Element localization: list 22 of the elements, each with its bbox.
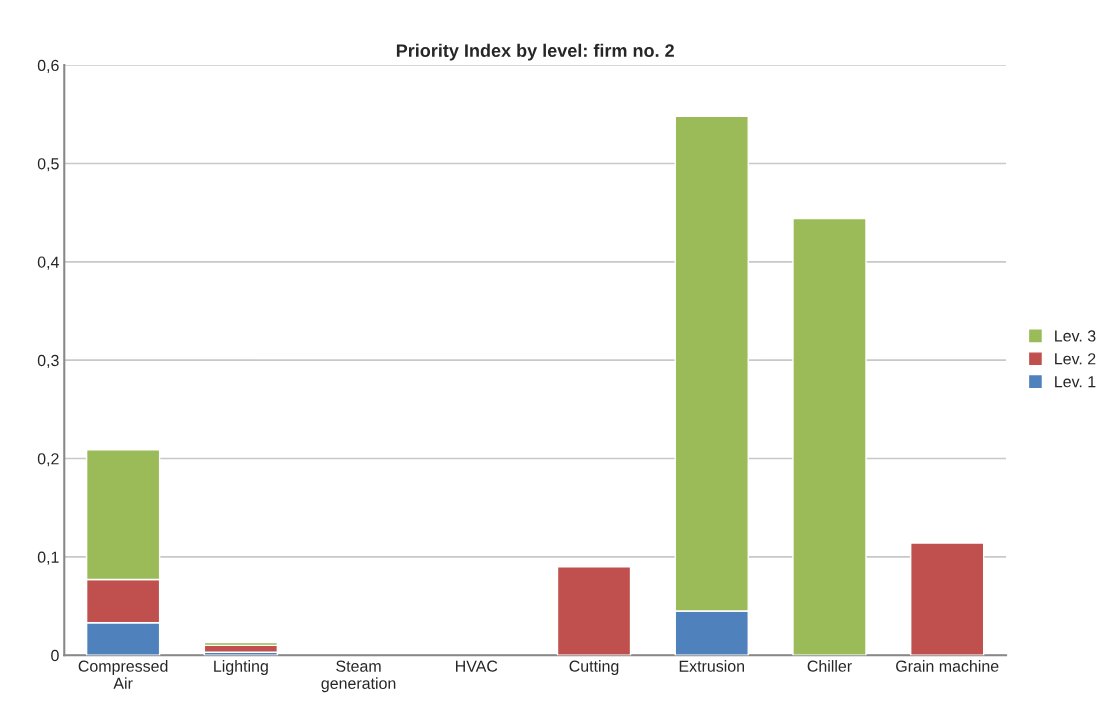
bar xyxy=(792,217,867,656)
x-tick-label: Cutting xyxy=(569,660,619,675)
chart-title: Priority Index by level: firm no. 2 xyxy=(396,43,674,61)
x-tick-label: Steam generation xyxy=(321,660,396,693)
bar xyxy=(556,566,632,656)
y-tick-label: 0,4 xyxy=(37,256,59,270)
y-tick-label: 0,2 xyxy=(37,453,59,467)
x-tick-label: HVAC xyxy=(456,660,498,672)
legend-label: Lev. 2 xyxy=(1055,353,1096,365)
y-tick-label: 0,3 xyxy=(37,354,59,369)
y-tick-label: 0,6 xyxy=(37,59,59,73)
y-tick-label: 0,1 xyxy=(37,551,59,565)
y-tick-label: 0,5 xyxy=(37,158,59,172)
y-tick-label: 0 xyxy=(51,649,59,662)
x-tick-label: Compressed Air xyxy=(78,660,168,689)
x-tick-label: Grain machine xyxy=(896,660,999,672)
x-tick-label: Chiller xyxy=(807,660,852,672)
bar xyxy=(910,542,985,656)
legend-label: Lev. 1 xyxy=(1055,376,1096,388)
x-tick-label: Lighting xyxy=(214,660,268,675)
legend-label: Lev. 3 xyxy=(1055,330,1096,342)
x-tick-label: Extrusion xyxy=(679,660,745,672)
